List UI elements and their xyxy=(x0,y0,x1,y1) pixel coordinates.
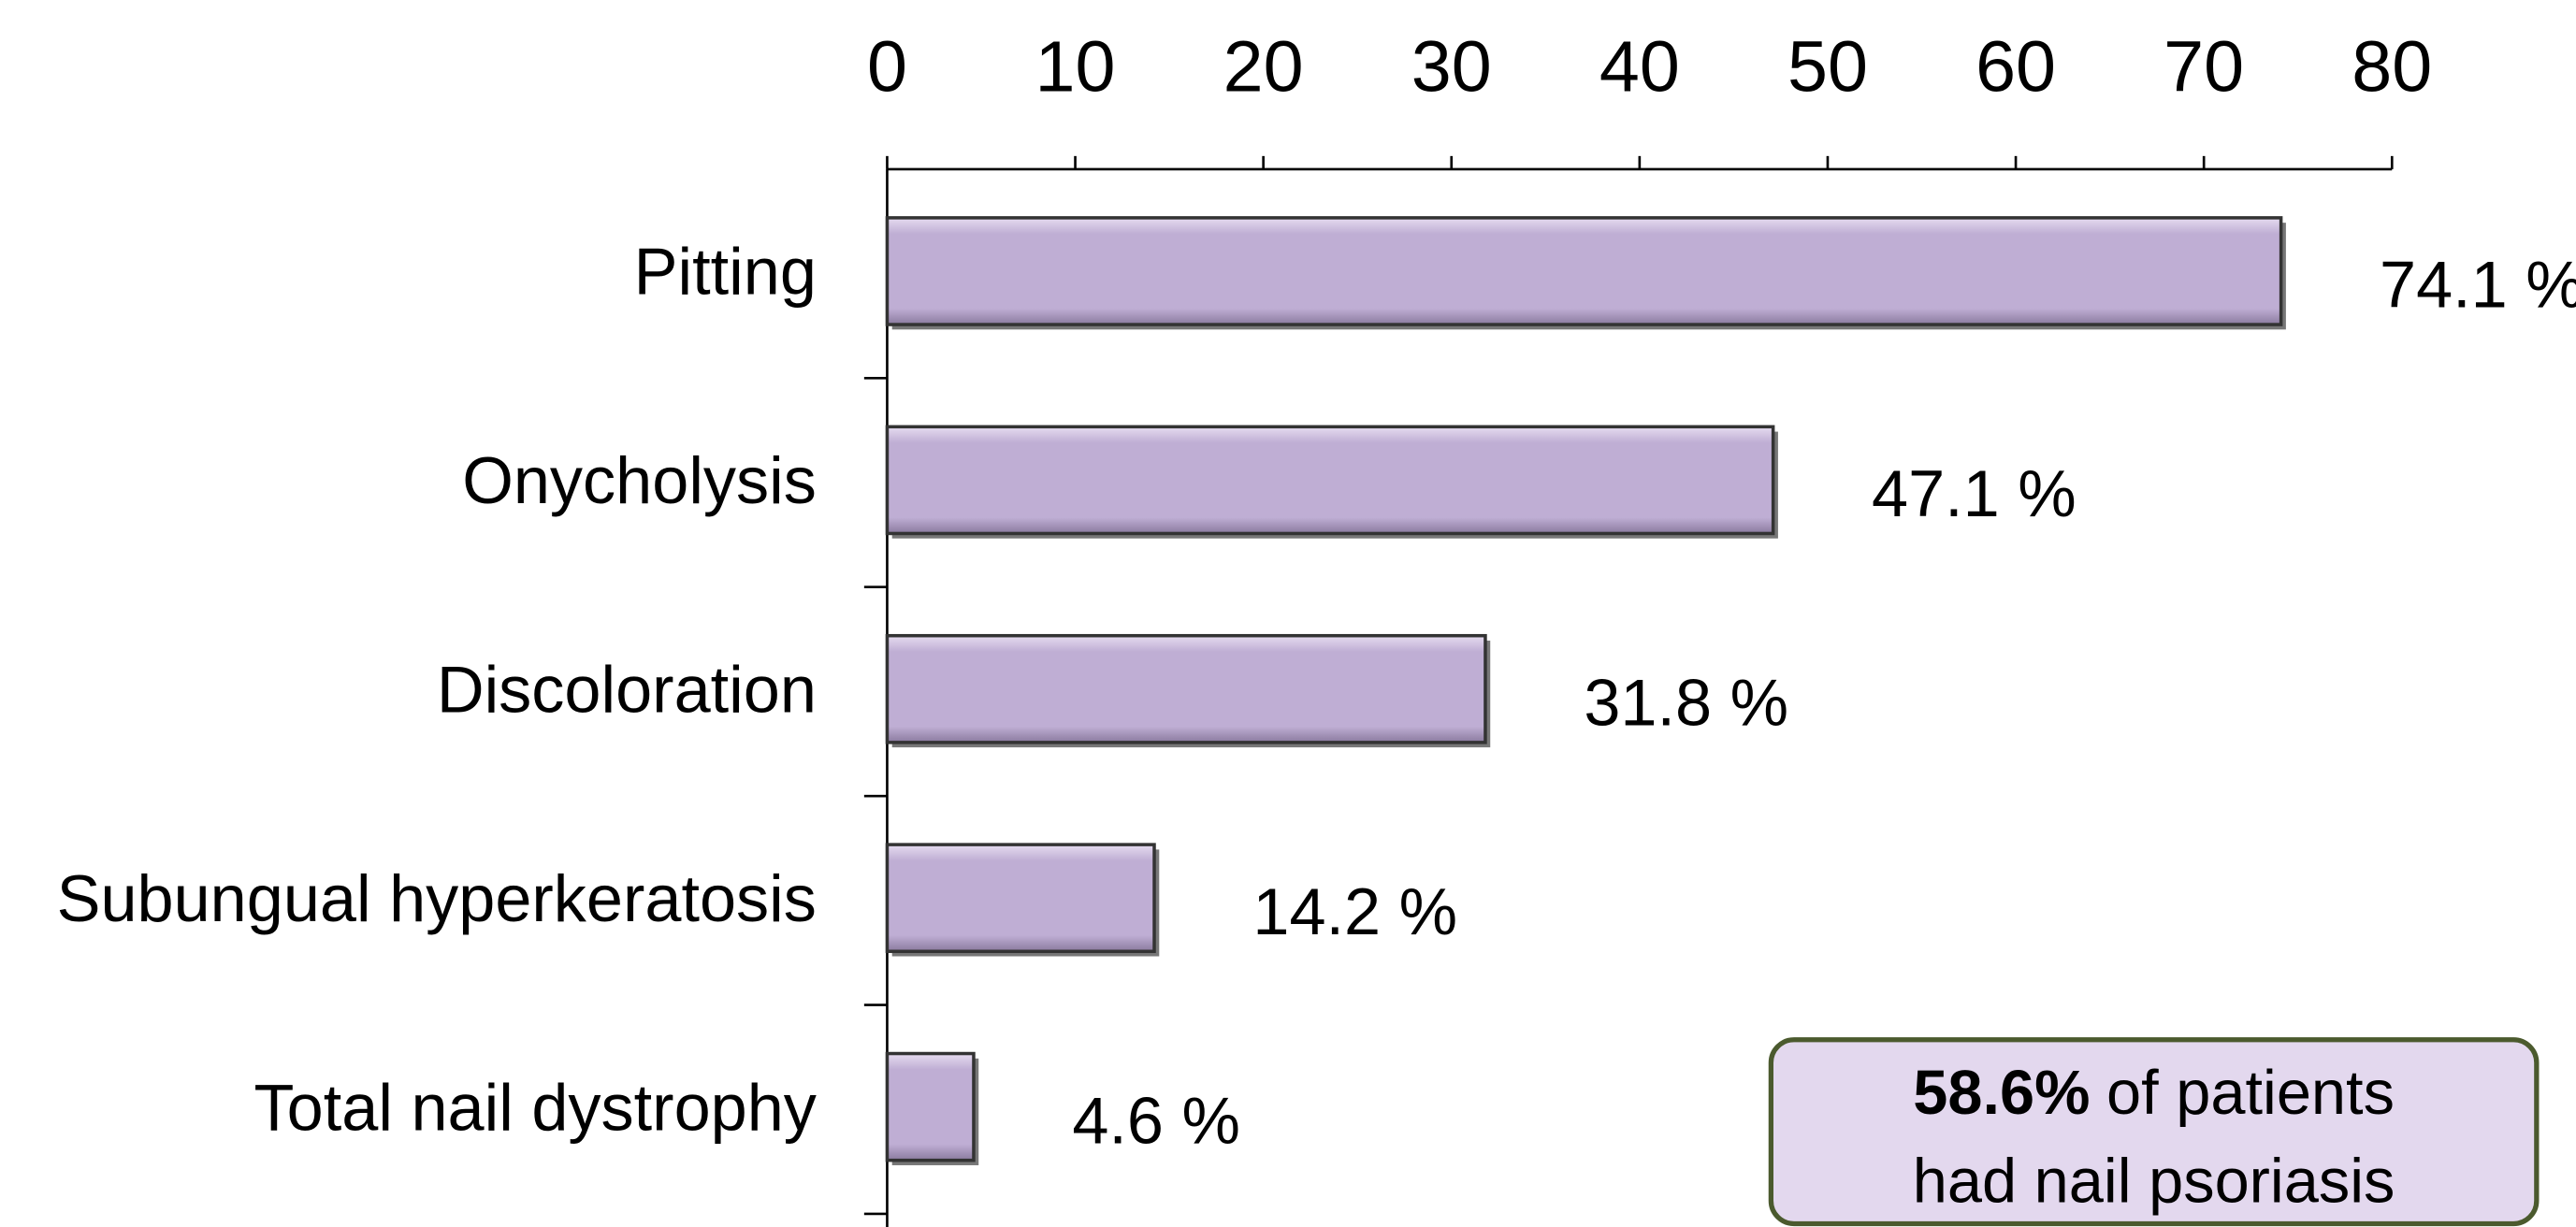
bar xyxy=(885,633,1487,744)
y-tick-label: Discoloration xyxy=(437,653,817,727)
annotation-line: had nail psoriasis xyxy=(1913,1148,2395,1217)
value-label: 14.2 % xyxy=(1252,874,1457,948)
value-label: 4.6 % xyxy=(1072,1083,1240,1157)
y-tick-label: Pitting xyxy=(634,235,817,309)
x-tick-label: 80 xyxy=(2352,27,2432,108)
bar xyxy=(885,425,1775,536)
y-tick-label: Subungual hyperkeratosis xyxy=(57,861,817,935)
y-tick-label: Onycholysis xyxy=(462,443,817,517)
annotation-emphasis: 58.6% xyxy=(1913,1059,2090,1128)
x-tick-label: 60 xyxy=(1975,27,2056,108)
x-tick-label: 0 xyxy=(867,27,907,108)
bar xyxy=(885,1051,976,1162)
value-label: 47.1 % xyxy=(1872,456,2077,530)
x-tick-label: 40 xyxy=(1599,27,1680,108)
annotation-line: 58.6% of patients xyxy=(1913,1059,2395,1128)
x-tick-label: 10 xyxy=(1035,27,1116,108)
annotation-box xyxy=(1768,1037,2540,1227)
bar xyxy=(885,216,2283,326)
bar xyxy=(885,843,1156,954)
x-tick-label: 30 xyxy=(1411,27,1492,108)
x-tick-label: 70 xyxy=(2164,27,2244,108)
x-tick-label: 50 xyxy=(1787,27,1868,108)
value-label: 31.8 % xyxy=(1584,666,1788,740)
x-tick-label: 20 xyxy=(1223,27,1304,108)
value-label: 74.1 % xyxy=(2380,248,2576,322)
annotation-text: of patients xyxy=(2106,1059,2395,1128)
y-tick-label: Total nail dystrophy xyxy=(254,1070,817,1144)
